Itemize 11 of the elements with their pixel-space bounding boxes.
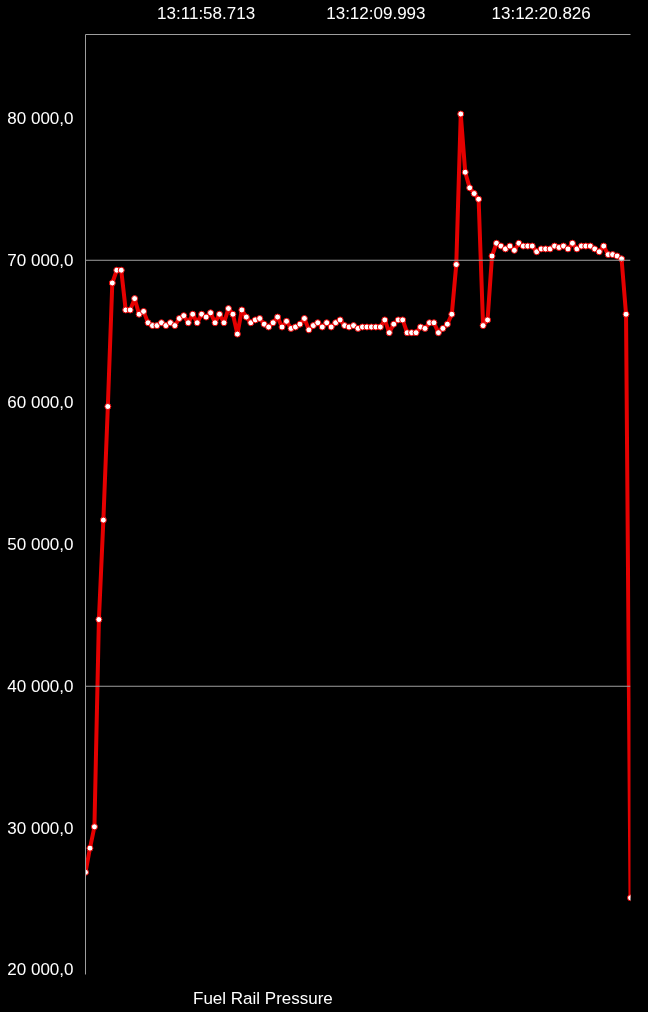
y-tick-label: 30 000,0 <box>7 818 74 838</box>
x-tick-label: 13:11:58.713 <box>157 3 256 23</box>
y-tick-label: 50 000,0 <box>7 534 74 554</box>
y-tick-label: 20 000,0 <box>7 959 74 979</box>
x-tick-label: 13:12:09.993 <box>326 3 426 23</box>
y-tick-label: 80 000,0 <box>7 108 74 128</box>
y-tick-label: 40 000,0 <box>7 676 74 696</box>
y-tick-label: 70 000,0 <box>7 250 74 270</box>
y-tick-label: 60 000,0 <box>7 392 74 412</box>
x-tick-label: 13:12:20.826 <box>491 3 591 23</box>
text: Fuel Rail Pressure <box>193 989 333 1009</box>
